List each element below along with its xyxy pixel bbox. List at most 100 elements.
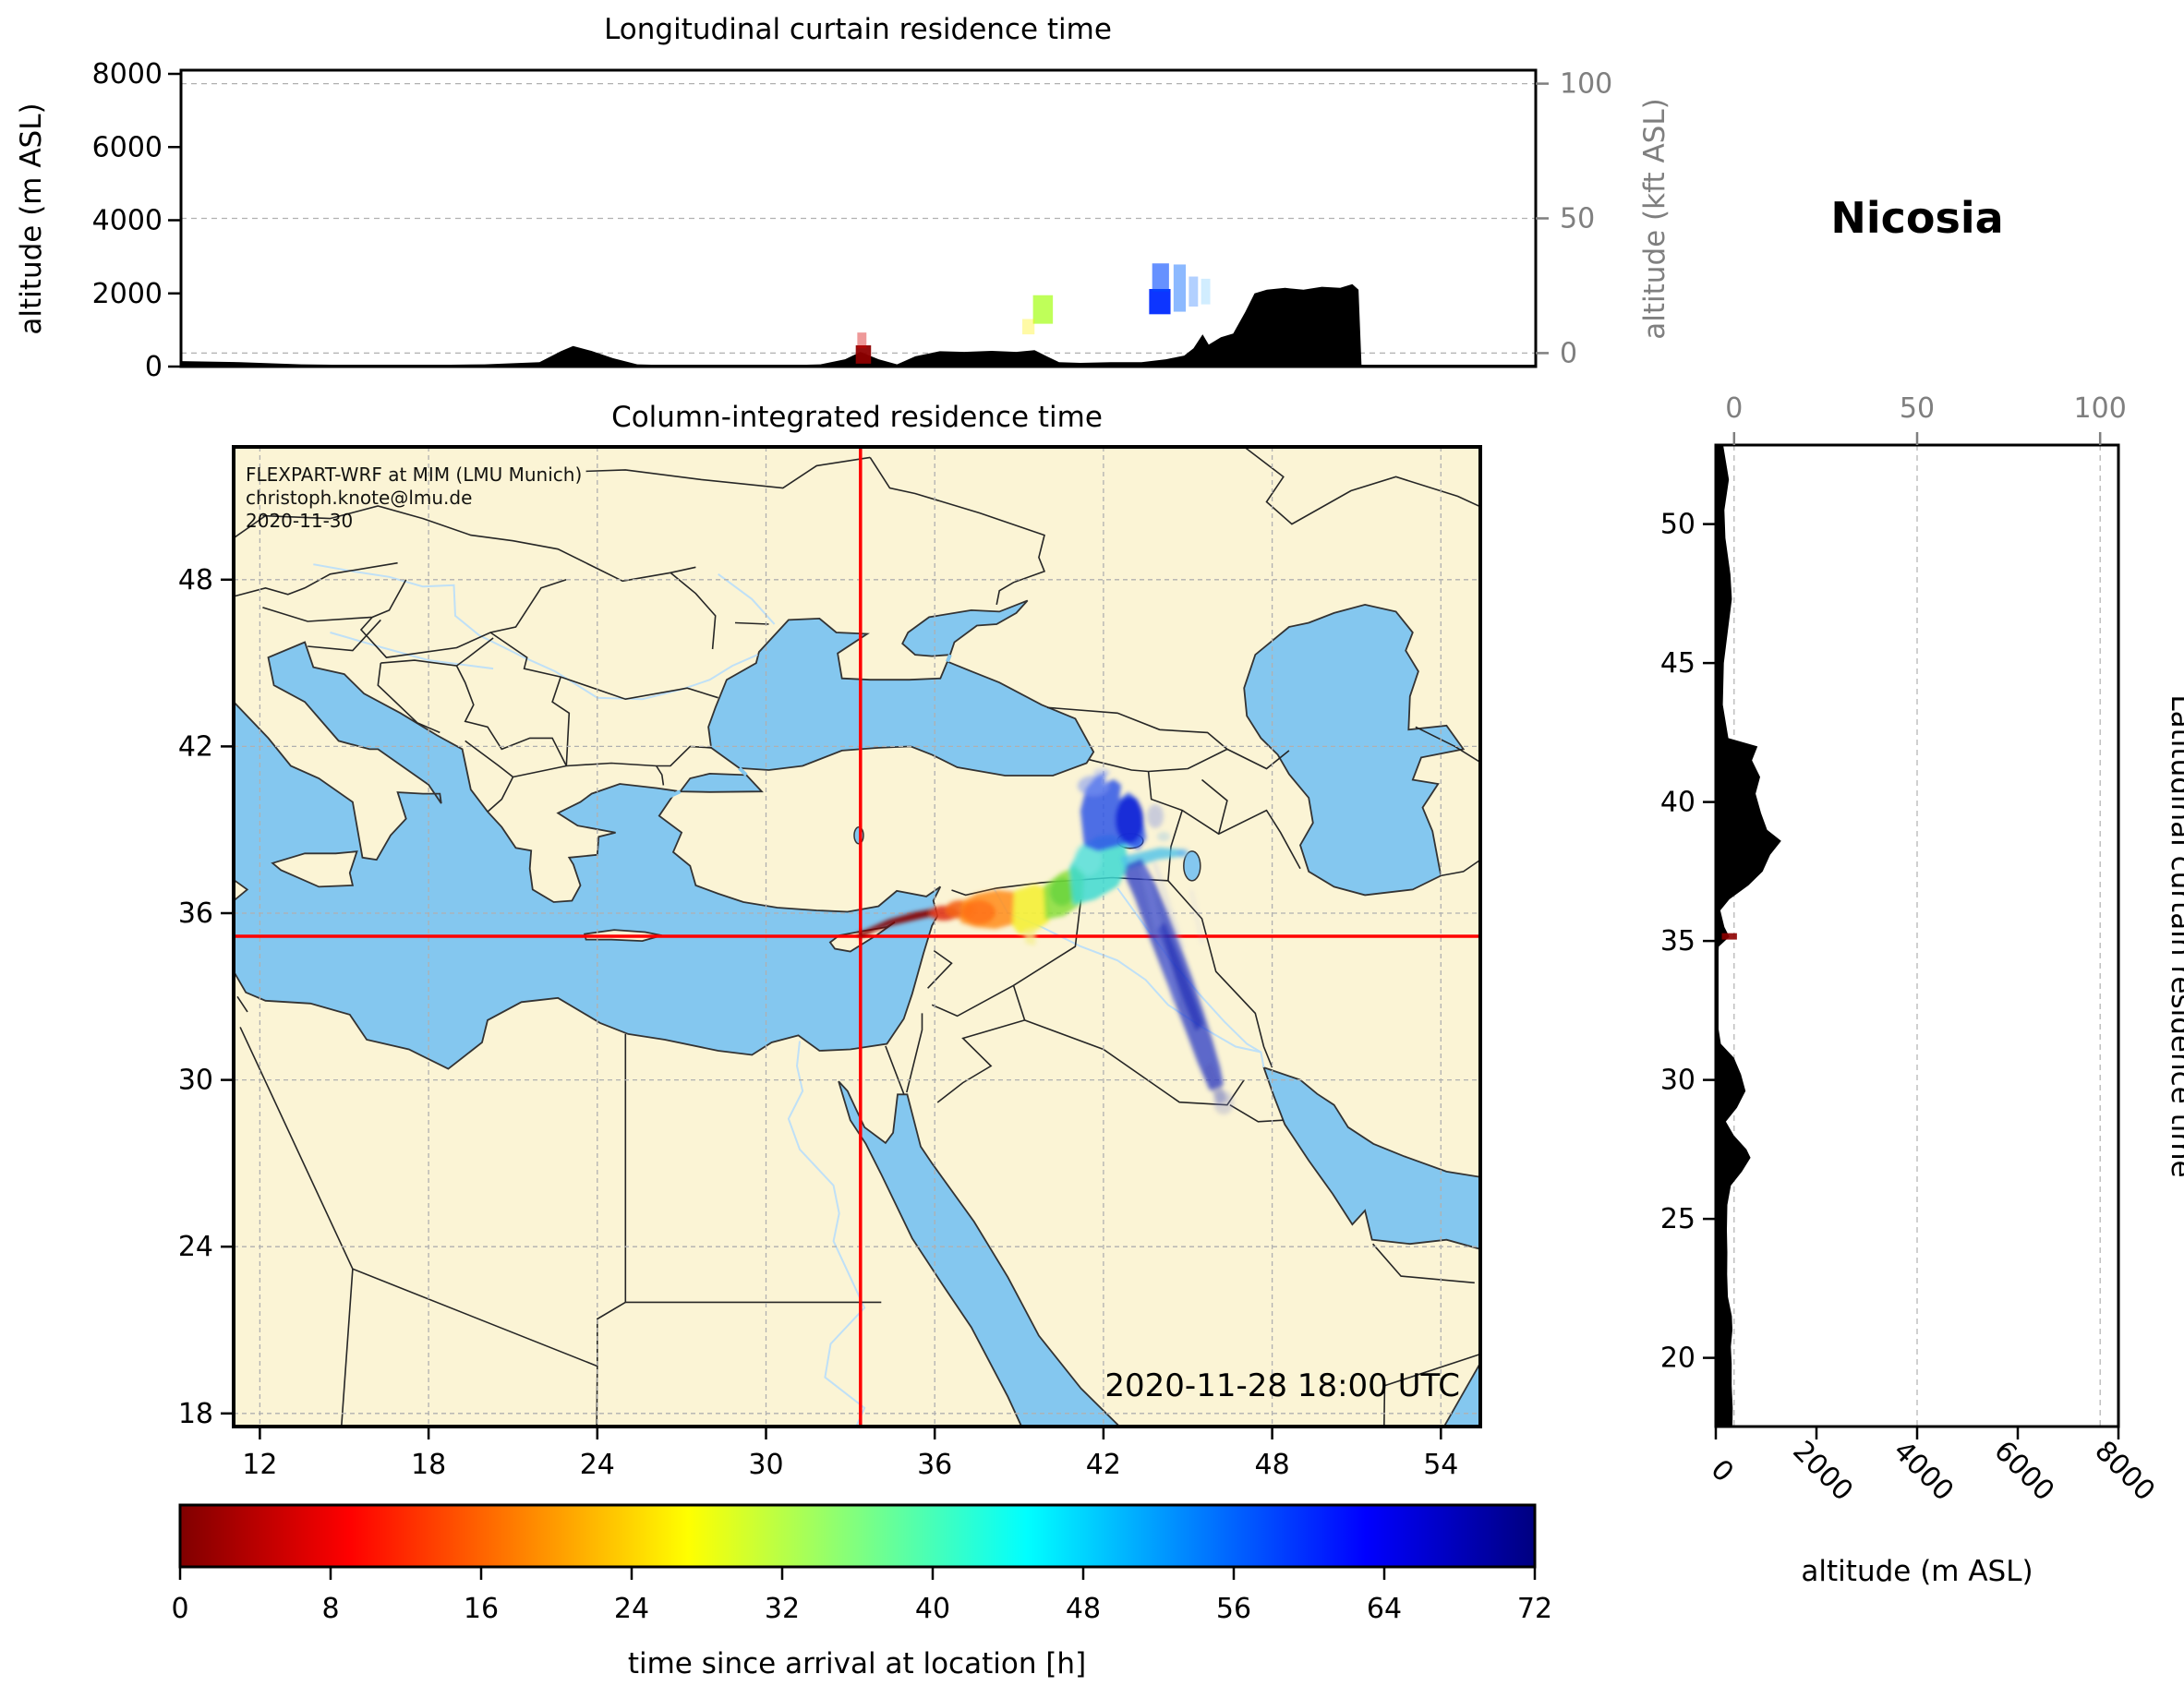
border (1229, 1104, 1284, 1123)
border (236, 995, 248, 1013)
border (551, 676, 571, 766)
tick-label: 4000 (1887, 1435, 1960, 1508)
sea (1262, 1066, 1480, 1250)
curtain-patch (1173, 264, 1187, 312)
right-panel-ylabel-right: Latitudinal curtain residence time (2165, 694, 2184, 1177)
map-timestamp: 2020-11-28 18:00 UTC (1104, 1367, 1460, 1404)
plume-blob (1023, 927, 1036, 945)
border (927, 949, 953, 989)
tick-label: 12 (242, 1449, 277, 1481)
tick-label-group: 2000 (1786, 1435, 1859, 1508)
curtain-patch (1149, 288, 1171, 315)
curtain-patch (1721, 933, 1737, 940)
plume-faint-streak (1152, 861, 1186, 950)
tick-label: 8 (321, 1593, 339, 1625)
sea (1442, 1361, 1480, 1427)
watermark-line3: 2020-11-30 (246, 510, 353, 532)
top-panel-ylabel: altitude (m ASL) (15, 102, 48, 334)
tick-label: 36 (178, 897, 213, 930)
tick-label: 100 (1560, 68, 1612, 101)
tick-label: 30 (748, 1449, 783, 1481)
right-panel-xlabel: altitude (m ASL) (1801, 1555, 2033, 1588)
curtain-patch (855, 345, 872, 364)
tick-label: 0 (145, 351, 163, 383)
plume-faint-streak (1140, 865, 1179, 1004)
tick-label: 6000 (1987, 1435, 2060, 1508)
tick-label: 42 (1086, 1449, 1121, 1481)
map-graticule (234, 447, 1480, 1427)
map-title: Column-integrated residence time (611, 401, 1103, 434)
tick-label: 48 (1066, 1593, 1101, 1625)
tick-label: 54 (1423, 1449, 1458, 1481)
tick-label: 18 (411, 1449, 446, 1481)
tick-label: 16 (464, 1593, 499, 1625)
border (1201, 778, 1228, 835)
plume-start (857, 909, 935, 938)
map-frame (232, 445, 1482, 1428)
curtain-patch (1032, 295, 1054, 324)
tick-label: 8000 (2088, 1435, 2161, 1508)
sea (901, 599, 1029, 657)
latitudinal-curtain-panel: 0 50 100 0 2000 4000 6000 8000 20 25 30 35 40 45 50 Ni… (1660, 193, 2184, 1588)
curtain-patch (1022, 319, 1035, 335)
colorbar-gradient (180, 1505, 1535, 1567)
tick-label: 56 (1216, 1593, 1251, 1625)
border (359, 579, 567, 658)
river (313, 563, 758, 701)
colorbar-frame (178, 1503, 1537, 1569)
river (330, 632, 494, 670)
tick-label: 100 (2074, 392, 2127, 425)
tick-label: 50 (1660, 509, 1695, 541)
plume-blob (1213, 1090, 1234, 1114)
tick-label: 25 (1660, 1203, 1695, 1235)
plume-blob (1157, 922, 1203, 1031)
watermark: FLEXPART-WRF at MIM (LMU Munich) christo… (246, 464, 582, 532)
tick-label: 40 (1660, 787, 1695, 819)
sea (1243, 603, 1466, 897)
curtain-patch (857, 332, 867, 349)
border (734, 621, 769, 625)
plume-blob (1157, 832, 1170, 841)
plume-blob (1074, 842, 1102, 875)
river (718, 572, 776, 625)
colorbar: 0 8 16 24 32 40 48 56 64 72 time since arrival at… (171, 1503, 1552, 1680)
border (1383, 1385, 1386, 1427)
island (271, 850, 358, 888)
border (1415, 726, 1480, 764)
watermark-line2: christoph.knote@lmu.de (246, 487, 472, 509)
top-panel-title: Longitudinal curtain residence time (604, 13, 1112, 46)
plume-blob (1078, 776, 1109, 796)
tick-label: 48 (1255, 1449, 1290, 1481)
tick-label: 4000 (92, 205, 163, 237)
river (787, 1041, 866, 1427)
tick-label: 32 (765, 1593, 800, 1625)
border (670, 572, 717, 650)
border (1167, 810, 1183, 881)
tick-label: 24 (580, 1449, 615, 1481)
map-panel: FLEXPART-WRF at MIM (LMU Munich) christo… (178, 401, 1482, 1481)
plume-blob (1147, 804, 1164, 828)
watermark-line1: FLEXPART-WRF at MIM (LMU Munich) (246, 464, 582, 486)
tick-label: 30 (178, 1065, 213, 1097)
border (262, 505, 696, 583)
tick-label: 35 (1660, 925, 1695, 957)
station-title: Nicosia (1830, 193, 2003, 243)
tick-label: 0 (1560, 337, 1577, 369)
plume-blob (962, 900, 995, 924)
border (1243, 447, 1480, 525)
border (885, 1045, 905, 1094)
tick-label: 0 (171, 1593, 188, 1625)
tick-label: 42 (178, 730, 213, 763)
plume-faint-streak (1189, 889, 1204, 945)
tick-label-group: 4000 (1887, 1435, 1960, 1508)
border (234, 514, 266, 539)
tick-label: 30 (1660, 1065, 1695, 1097)
tick-label: 48 (178, 564, 213, 596)
strait (738, 766, 748, 777)
strait (946, 654, 952, 663)
terrain-profile-latitude (1717, 445, 1781, 1427)
tick-label: 2000 (1786, 1435, 1859, 1508)
tick-label: 64 (1367, 1593, 1402, 1625)
